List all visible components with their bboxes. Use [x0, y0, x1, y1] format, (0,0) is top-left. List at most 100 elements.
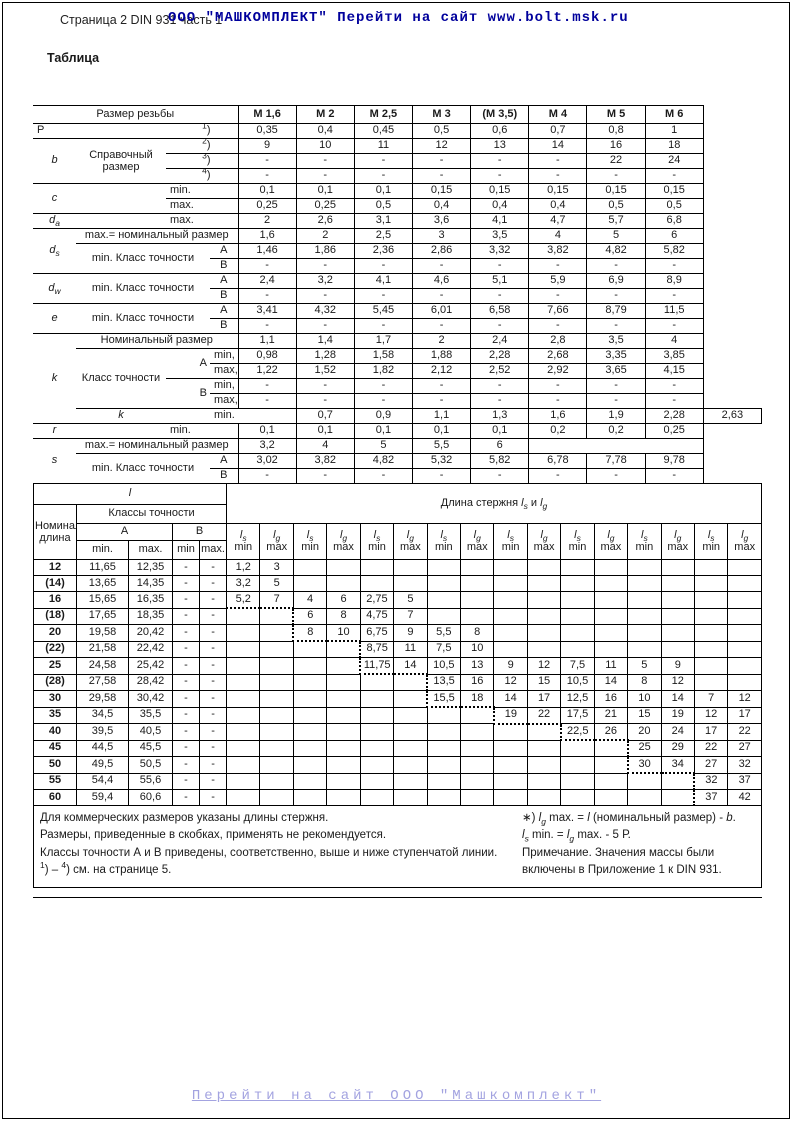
shaft-length-cell: 34	[660, 756, 695, 774]
value-cell: 0,1	[237, 183, 297, 199]
shaft-length-cell	[426, 772, 462, 790]
row-label: r	[33, 423, 76, 439]
row-label: А	[210, 273, 239, 289]
value-cell: -	[470, 168, 530, 184]
table-row: (18) 17,65 18,35- -6 8 4,75 7	[33, 607, 762, 625]
shaft-length-cell	[460, 723, 495, 741]
shaft-length-cell: 22	[526, 706, 562, 725]
shaft-length-cell	[593, 607, 629, 625]
row-label: 2)	[166, 138, 239, 154]
shaft-length-cell	[426, 739, 462, 757]
nominal-length-cell: (28)	[33, 673, 77, 691]
value-cell: 4	[644, 333, 704, 349]
tolerance-cell: 25,42	[128, 657, 173, 675]
value-cell: -	[295, 393, 355, 409]
value-cell: 1,6	[528, 408, 588, 424]
ls-lg-subheader: lg max	[326, 523, 361, 560]
value-cell: 3,02	[237, 453, 297, 469]
row-label: c	[33, 183, 76, 214]
shaft-length-cell	[627, 607, 662, 625]
value-cell: 1,4	[295, 333, 355, 349]
shaft-length-cell	[326, 706, 361, 724]
value-cell: 6,58	[470, 303, 530, 319]
shaft-length-cell	[560, 575, 595, 592]
shaft-length-cell	[627, 575, 662, 592]
value-cell: 4	[295, 438, 355, 454]
shaft-length-cell: 30	[626, 756, 662, 774]
shaft-length-cell	[526, 739, 562, 757]
tolerance-cell: -	[172, 673, 200, 691]
tolerance-cell: -	[198, 607, 228, 625]
value-cell: 5,1	[470, 273, 530, 289]
table-row: 45 44,5 45,5- -25 29 22 27	[33, 739, 762, 757]
table-row: В--------	[33, 258, 762, 274]
tolerance-cell: -	[172, 559, 200, 576]
shaft-length-cell	[259, 739, 294, 757]
ls-lg-subheader: ls min	[493, 523, 528, 560]
shaft-length-cell	[460, 772, 495, 790]
ls-lg-subheader: lg max	[259, 523, 294, 560]
shaft-length-cell	[226, 756, 261, 774]
row-label: da	[33, 213, 76, 229]
shaft-length-cell: 14	[660, 690, 695, 708]
shaft-length-cell	[593, 756, 629, 774]
row-label: Номинальный размер	[76, 333, 239, 349]
value-cell: 9,78	[644, 453, 704, 469]
value-cell: 0,1	[353, 183, 414, 199]
row-label: А	[210, 303, 239, 319]
tolerance-cell: -	[198, 559, 228, 576]
shaft-length-cell: 25	[626, 739, 662, 757]
shaft-length-cell	[326, 756, 361, 774]
ls-lg-subheader: ls min	[226, 523, 261, 560]
shaft-length-cell	[259, 640, 294, 658]
value-cell: 2,28	[470, 348, 530, 364]
tolerance-cell: 21,58	[76, 640, 129, 658]
shaft-length-cell: 19	[660, 706, 695, 724]
value-cell: 3,32	[470, 243, 530, 259]
value-cell: 11	[353, 138, 414, 154]
shaft-length-cell	[359, 772, 395, 790]
value-cell: 0,2	[586, 423, 646, 439]
row-label: max.	[166, 213, 239, 229]
tolerance-cell: -	[172, 739, 200, 757]
value-cell: -	[237, 258, 297, 274]
value-cell: -	[528, 258, 588, 274]
value-cell: 2,4	[470, 333, 530, 349]
shaft-length-cell	[393, 789, 428, 806]
shaft-length-cell	[226, 607, 261, 625]
row-label: ds	[33, 228, 76, 274]
shaft-length-cell: 16	[460, 673, 495, 691]
shaft-length-cell: 17,5	[560, 706, 595, 724]
site-header-link[interactable]: ООО "МАШКОМПЛЕКТ" Перейти на сайт www.bo…	[168, 10, 629, 26]
tolerance-cell: -	[172, 591, 200, 609]
value-cell: 3,41	[237, 303, 297, 319]
bottom-rule	[33, 897, 762, 898]
value-cell: -	[237, 468, 297, 484]
shaft-length-cell	[627, 640, 662, 658]
shaft-length-cell	[560, 624, 595, 642]
shaft-length-cell	[593, 789, 629, 806]
row-label: min,	[210, 348, 239, 364]
value-cell: 5,32	[411, 453, 472, 469]
value-cell: 1,22	[237, 363, 297, 379]
site-footer-link[interactable]: Перейти на сайт ООО "Машкомплект"	[191, 1088, 602, 1104]
value-cell: 3,35	[586, 348, 646, 364]
value-cell: 0,15	[411, 183, 472, 199]
row-label: dw	[33, 273, 76, 304]
value-cell: 22	[586, 153, 646, 169]
table-row: k min. 0,7 0,9 1,1 1,3 1,6 1,9 2,28 2,63	[33, 408, 763, 424]
value-cell: 2,4	[237, 273, 297, 289]
value-cell: -	[470, 288, 530, 304]
tolerance-cell: -	[172, 772, 200, 790]
shaft-length-cell	[493, 772, 528, 790]
shaft-length-cell: 27	[727, 739, 762, 757]
shaft-length-cell	[493, 640, 528, 658]
value-cell: 2,5	[353, 228, 414, 244]
shaft-length-cell	[326, 690, 361, 708]
ls-lg-subheader: ls min	[292, 523, 328, 560]
tolerance-cell: 29,58	[76, 690, 129, 708]
shaft-length-cell	[292, 756, 328, 774]
value-cell: 0,25	[237, 198, 297, 214]
nominal-length-cell: 55	[33, 772, 77, 790]
